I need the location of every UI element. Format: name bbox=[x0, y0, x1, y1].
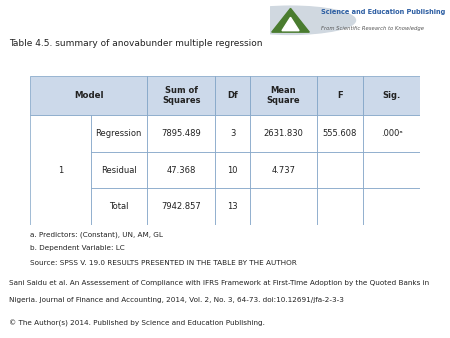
Bar bbox=[317, 152, 363, 188]
Polygon shape bbox=[282, 17, 299, 31]
Bar bbox=[250, 116, 317, 152]
Text: Science and Education Publishing: Science and Education Publishing bbox=[321, 9, 446, 15]
Text: 7942.857: 7942.857 bbox=[161, 202, 201, 211]
Polygon shape bbox=[272, 8, 309, 32]
Text: Table 4.5. summary of anovabunder multiple regression: Table 4.5. summary of anovabunder multip… bbox=[9, 39, 262, 48]
Bar bbox=[215, 76, 250, 116]
Bar bbox=[363, 188, 420, 225]
Bar bbox=[90, 116, 147, 152]
Bar bbox=[147, 152, 215, 188]
Bar bbox=[215, 116, 250, 152]
Text: Sig.: Sig. bbox=[382, 91, 400, 100]
Bar bbox=[147, 188, 215, 225]
Bar bbox=[147, 76, 215, 116]
Bar bbox=[250, 188, 317, 225]
Text: Total: Total bbox=[109, 202, 129, 211]
Bar bbox=[30, 76, 147, 116]
Bar bbox=[317, 116, 363, 152]
Circle shape bbox=[225, 6, 356, 34]
Bar bbox=[30, 116, 90, 225]
Bar bbox=[363, 152, 420, 188]
Text: 47.368: 47.368 bbox=[166, 166, 196, 175]
Bar bbox=[90, 152, 147, 188]
Bar bbox=[250, 152, 317, 188]
Text: Mean
Square: Mean Square bbox=[267, 86, 300, 105]
Text: 555.608: 555.608 bbox=[323, 129, 357, 138]
Bar bbox=[90, 188, 147, 225]
Text: From Scientific Research to Knowledge: From Scientific Research to Knowledge bbox=[321, 26, 424, 31]
Text: 1: 1 bbox=[58, 166, 63, 175]
Bar bbox=[317, 188, 363, 225]
Text: Nigeria. Journal of Finance and Accounting, 2014, Vol. 2, No. 3, 64-73. doi:10.1: Nigeria. Journal of Finance and Accounti… bbox=[9, 297, 344, 303]
Text: Sani Saidu et al. An Assessement of Compliance with IFRS Framework at First-Time: Sani Saidu et al. An Assessement of Comp… bbox=[9, 280, 429, 286]
Bar bbox=[363, 76, 420, 116]
Text: Df: Df bbox=[227, 91, 238, 100]
Text: 4.737: 4.737 bbox=[271, 166, 296, 175]
Bar bbox=[215, 188, 250, 225]
Text: Residual: Residual bbox=[101, 166, 137, 175]
Text: 2631.830: 2631.830 bbox=[264, 129, 303, 138]
Text: .000ᵃ: .000ᵃ bbox=[381, 129, 402, 138]
Bar bbox=[250, 76, 317, 116]
Bar bbox=[147, 116, 215, 152]
Text: 7895.489: 7895.489 bbox=[161, 129, 201, 138]
Text: 13: 13 bbox=[228, 202, 238, 211]
Text: Sum of
Squares: Sum of Squares bbox=[162, 86, 200, 105]
Text: © The Author(s) 2014. Published by Science and Education Publishing.: © The Author(s) 2014. Published by Scien… bbox=[9, 320, 265, 327]
Text: a. Predictors: (Constant), UN, AM, GL: a. Predictors: (Constant), UN, AM, GL bbox=[30, 232, 163, 238]
Bar bbox=[363, 116, 420, 152]
Text: 10: 10 bbox=[228, 166, 238, 175]
Bar bbox=[215, 152, 250, 188]
Text: Model: Model bbox=[74, 91, 104, 100]
Text: Regression: Regression bbox=[95, 129, 142, 138]
Text: 3: 3 bbox=[230, 129, 235, 138]
Text: b. Dependent Variable: LC: b. Dependent Variable: LC bbox=[30, 245, 125, 251]
Bar bbox=[317, 76, 363, 116]
Text: F: F bbox=[337, 91, 343, 100]
Text: Source: SPSS V. 19.0 RESULTS PRESENTED IN THE TABLE BY THE AUTHOR: Source: SPSS V. 19.0 RESULTS PRESENTED I… bbox=[30, 260, 297, 266]
